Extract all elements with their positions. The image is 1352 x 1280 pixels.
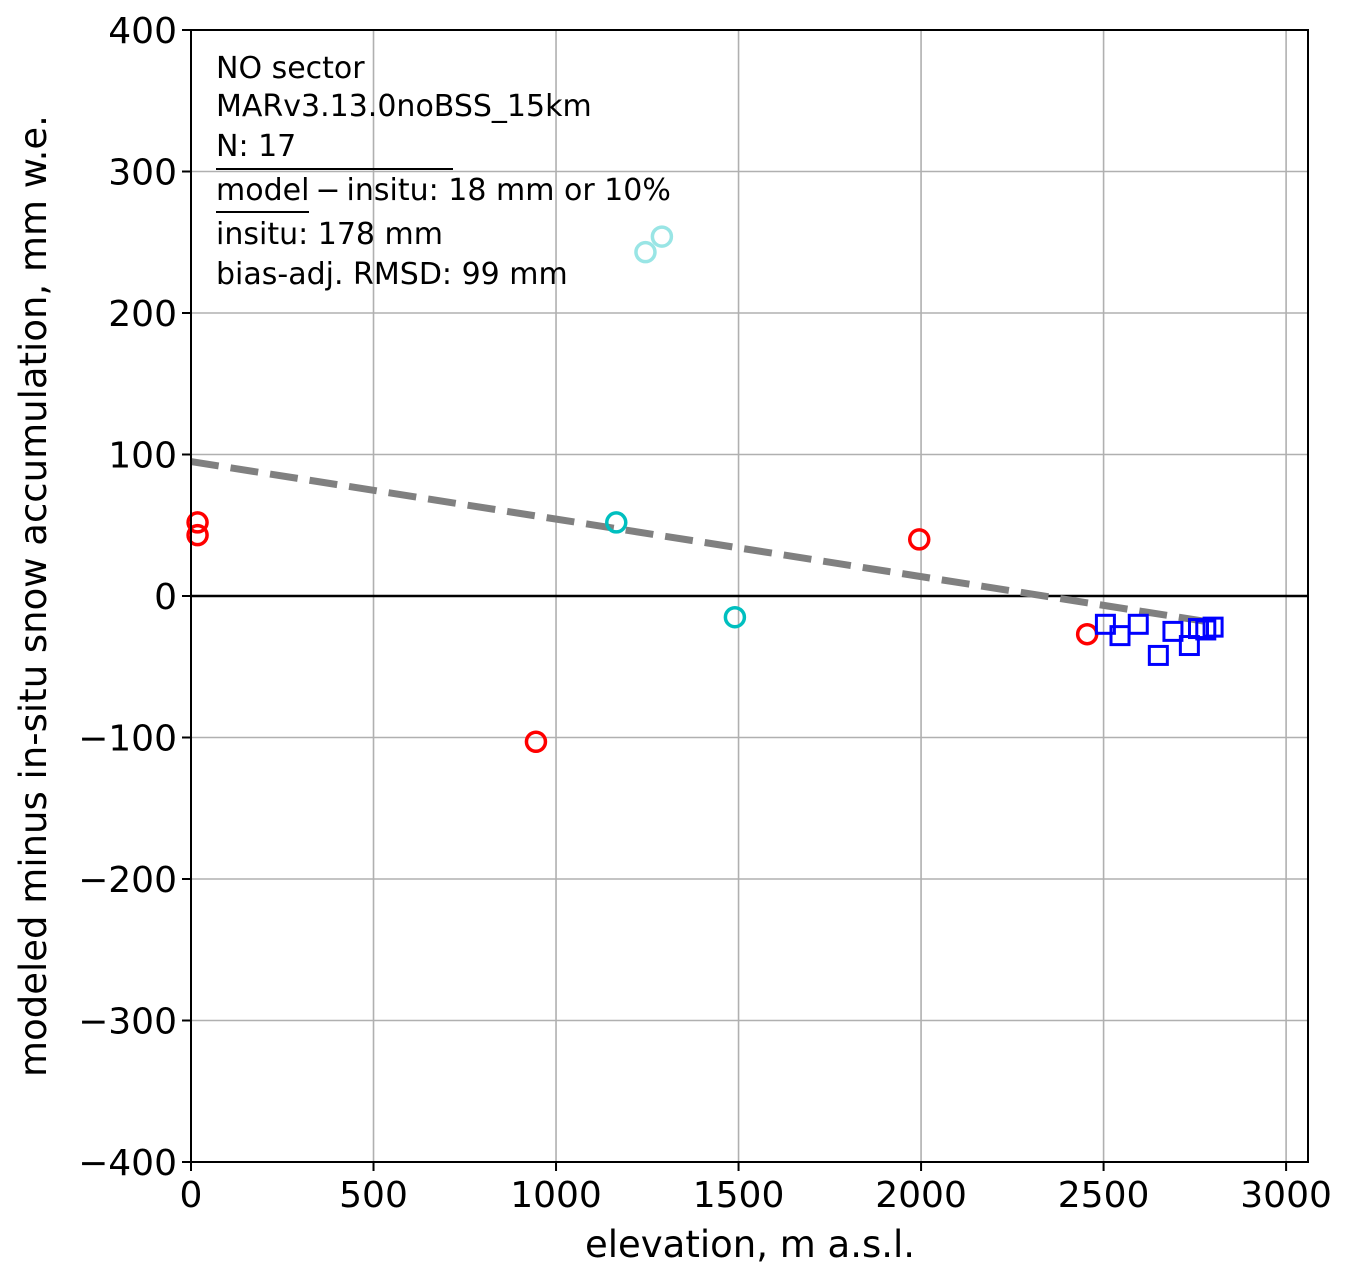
x-tick-label: 1500 <box>693 1175 785 1216</box>
y-tick-label: 300 <box>108 153 177 194</box>
y-tick-label: 200 <box>108 294 177 335</box>
data-point-square <box>1127 613 1149 635</box>
trend-line <box>190 458 1207 625</box>
data-point-square <box>1109 625 1131 647</box>
data-point-circle <box>186 523 209 547</box>
y-tick-label: −200 <box>78 860 177 901</box>
data-point-circle <box>524 730 548 753</box>
annotation-count: N: 17 <box>216 129 296 164</box>
annotation-box: NO sector MARv3.13.0noBSS_15km N: 17 mod… <box>216 51 671 292</box>
x-tick-label: 500 <box>339 1175 408 1216</box>
annotation-mean-diff: model − insitu: 18 mm or 10% <box>216 173 671 208</box>
x-tick-label: 2000 <box>875 1175 967 1216</box>
ticks: 0 500 1000 1500 2000 2500 3000−400−300−200−100… <box>78 11 1332 1216</box>
data-point-circle <box>634 240 657 264</box>
y-axis-title: modeled minus in-situ snow accumulation,… <box>12 115 55 1077</box>
y-tick-label: −400 <box>78 1143 177 1184</box>
annotation-rmsd: bias-adj. RMSD: 99 mm <box>216 257 568 292</box>
data-point-circle <box>907 528 931 551</box>
y-tick-label: 100 <box>108 436 177 477</box>
y-tick-label: −100 <box>78 719 177 760</box>
data-point-circle <box>605 511 628 534</box>
data-point-circle <box>650 225 674 248</box>
y-tick-label: 0 <box>154 577 177 618</box>
annotation-sector: NO sector <box>216 51 365 86</box>
x-tick-label: 2500 <box>1058 1175 1150 1216</box>
data-point-square <box>1094 613 1116 635</box>
annotation-model: MARv3.13.0noBSS_15km <box>216 89 592 124</box>
y-tick-label: −300 <box>78 1002 177 1043</box>
data-point-square <box>1162 620 1184 642</box>
data-point-circle <box>186 511 209 534</box>
data-point-circle <box>723 605 747 629</box>
data-point-square <box>1195 619 1217 641</box>
y-tick-label: 400 <box>108 11 177 52</box>
x-tick-label: 0 <box>180 1175 203 1216</box>
x-tick-label: 3000 <box>1240 1175 1332 1216</box>
annotation-insitu-mean: insitu: 178 mm <box>216 217 443 252</box>
data-point-square <box>1202 616 1224 638</box>
x-axis-title: elevation, m a.s.l. <box>585 1223 915 1266</box>
data-points <box>186 225 1224 753</box>
trend-line-group <box>190 458 1207 625</box>
x-tick-label: 1000 <box>510 1175 602 1216</box>
data-point-square <box>1147 644 1169 666</box>
